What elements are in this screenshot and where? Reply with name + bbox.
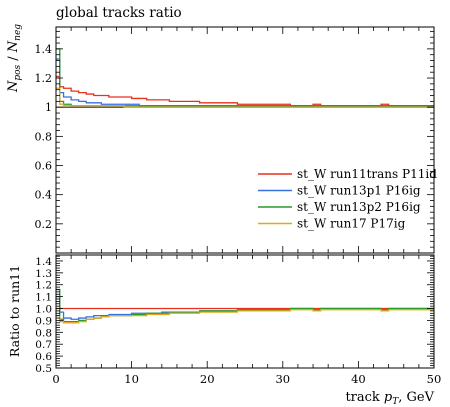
series-line-0-0 <box>56 75 434 107</box>
legend-label: st_W run13p2 P16ig <box>297 200 421 214</box>
legend-label: st_W run13p1 P16ig <box>297 184 421 198</box>
y-tick-label: 0.6 <box>35 160 53 173</box>
main-plot-frame <box>55 26 435 254</box>
y-tick-label: 1.2 <box>35 280 52 292</box>
y-tick-label: 1.4 <box>35 256 52 268</box>
y-tick-label: 1.0 <box>35 304 52 316</box>
y-tick-label: 0.6 <box>35 351 52 363</box>
main-y-axis: 0.2 0.4 0.6 0.8 1 1.2 1.4 <box>35 30 434 254</box>
series-line-0-3 <box>56 87 434 108</box>
legend: st_W run11trans P11id st_W run13p1 P16ig s… <box>258 167 437 231</box>
y-tick-label: 0.5 <box>35 363 52 375</box>
x-tick-label: 10 <box>124 372 139 386</box>
main-x-ticks <box>55 27 435 253</box>
series-line-0-1 <box>56 58 434 107</box>
ratio-panel: 0.50.60.70.80.91.01.11.21.31.4 0 10 20 30 40… <box>7 254 441 407</box>
y-tick-label: 0.9 <box>35 315 52 327</box>
x-tick-label: 20 <box>200 372 215 386</box>
series-line-1-2 <box>56 288 434 323</box>
y-tick-label: 0.4 <box>35 189 53 202</box>
series-line-1-3 <box>56 309 434 324</box>
y-tick-label: 1.2 <box>35 72 53 85</box>
y-tick-label: 0.8 <box>35 327 52 339</box>
y-tick-label: 0.2 <box>35 218 53 231</box>
ratio-plot-frame <box>55 254 435 369</box>
legend-label: st_W run11trans P11id <box>297 167 437 181</box>
x-tick-label: 40 <box>351 372 366 386</box>
y-tick-label: 0.8 <box>35 130 53 143</box>
main-panel: 0.2 0.4 0.6 0.8 1 1.2 1.4 Npos / Nneg st_W run… <box>6 24 437 254</box>
y-tick-label: 1.1 <box>35 292 52 304</box>
y-tick-label: 1.3 <box>35 268 52 280</box>
legend-label: st_W run17 P17ig <box>297 217 406 231</box>
x-tick-label: 0 <box>52 372 59 386</box>
main-y-axis-label: Npos / Nneg <box>6 24 23 93</box>
y-tick-label: 1 <box>45 101 52 114</box>
y-tick-label: 1.4 <box>35 43 53 56</box>
x-tick-label: 30 <box>275 372 290 386</box>
ratio-y-axis: 0.50.60.70.80.91.01.11.21.31.4 <box>35 255 434 375</box>
ratio-y-axis-label: Ratio to run11 <box>7 265 22 357</box>
main-plot-content <box>56 48 434 108</box>
ratio-x-axis: 0 10 20 30 40 50 <box>52 255 441 386</box>
x-axis-label: track pT, GeV <box>345 390 434 407</box>
ratio-plot-content <box>56 288 434 324</box>
x-tick-label: 50 <box>427 372 442 386</box>
y-tick-label: 0.7 <box>35 339 52 351</box>
chart-title: global tracks ratio <box>56 5 182 21</box>
